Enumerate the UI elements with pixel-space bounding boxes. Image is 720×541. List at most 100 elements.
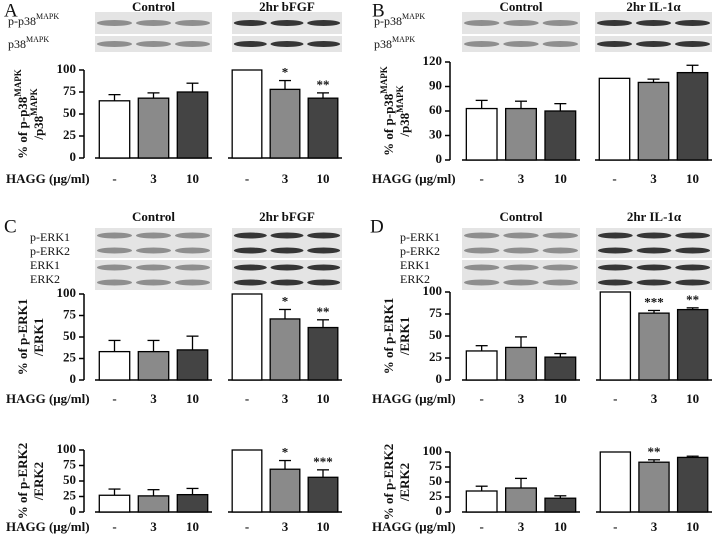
y-axis-label-sup: MAPK [29,88,39,116]
blot-band [233,264,267,271]
y-axis-label-sup: MAPK [13,69,23,97]
x-axis-label: HAGG (μg/ml) [6,391,90,406]
x-tick-label: 10 [317,171,330,186]
panel-letter: B [372,0,385,21]
y-axis-label-sup: MAPK [395,85,405,113]
blot-band [542,247,579,254]
blot-band [233,41,267,47]
blot-band [270,264,304,271]
x-tick-label: - [112,171,116,186]
blot-band [174,41,211,47]
x-tick-label: - [479,391,483,406]
significance: ** [317,77,330,92]
blot-label: p-ERK1 [30,230,70,244]
blot-band [233,232,267,239]
blot-label: p-ERK1 [400,230,440,244]
y-tick-label: 50 [63,328,76,343]
blot-band [636,247,672,254]
y-tick-label: 25 [63,127,77,142]
bar [98,350,131,381]
blot-band [463,41,500,47]
y-tick-label: 30 [429,126,442,141]
y-tick-label: 25 [63,349,77,364]
y-tick-label: 75 [429,458,443,473]
y-axis-label-base: /ERK2 [397,463,412,502]
blot-band [463,279,500,286]
group-label: 2hr IL-1α [627,209,682,224]
x-tick-label: 3 [651,391,658,406]
bar [137,495,170,513]
blot-band [270,41,304,47]
blot-band [542,264,579,271]
x-tick-label: 3 [651,519,658,534]
y-axis-label-base: /ERK1 [31,318,46,357]
blot-label: ERK2 [400,272,430,286]
group-label: 2hr bFGF [259,0,315,14]
significance: ** [686,292,699,307]
group-label: 2hr IL-1α [626,0,681,14]
y-axis-label-sup: MAPK [379,66,389,94]
blot-label: ERK2 [30,272,60,286]
y-tick-label: 60 [429,102,442,117]
bar [98,100,131,159]
blot-label: p-p38MAPK [374,12,425,27]
x-tick-label: 10 [317,391,330,406]
blot-label-base: p-ERK2 [400,244,440,258]
x-tick-label: - [612,171,616,186]
bar [231,69,263,159]
y-tick-label: 0 [70,371,77,386]
bar [269,318,301,381]
blot-band [270,247,304,254]
bar [598,77,631,161]
y-axis-label: /ERK1 [31,318,46,357]
y-axis-label: /p38MAPK [29,88,46,140]
x-tick-label: 10 [554,519,567,534]
significance: *** [313,454,333,469]
y-tick-label: 75 [429,305,443,320]
blot-band [307,232,341,239]
blot-label-base: p38 [8,37,26,51]
blot-band [542,279,579,286]
blot-label: p38MAPK [8,35,49,50]
x-tick-label: 10 [686,519,699,534]
panel-letter: D [370,216,384,237]
x-tick-label: 10 [686,171,699,186]
x-tick-label: 10 [686,391,699,406]
y-tick-label: 75 [63,306,77,321]
y-tick-label: 0 [70,503,77,518]
blot-band [597,247,633,254]
y-tick-label: 100 [57,61,77,76]
y-tick-label: 25 [63,487,77,502]
y-tick-label: 100 [57,285,77,300]
x-tick-label: - [613,519,617,534]
y-tick-label: 0 [436,503,443,518]
x-tick-label: - [479,519,483,534]
bar [676,308,709,381]
x-tick-label: 3 [518,391,525,406]
group-label: Control [132,0,175,14]
bar [269,88,301,159]
bar [98,494,131,513]
blot-band [597,264,633,271]
blot-band [96,247,133,254]
blot-band [96,264,133,271]
blot-band [307,247,341,254]
bar [676,456,709,513]
panel-letter: C [4,216,17,237]
bar [505,107,537,161]
blot-band [503,264,539,271]
bar [176,493,209,513]
y-tick-label: 0 [436,371,443,386]
blot-band [96,279,133,286]
blot-band [307,41,341,47]
x-tick-label: - [245,519,249,534]
x-tick-label: 10 [186,171,199,186]
blot-band [675,279,711,286]
blot-band [635,20,672,26]
x-tick-label: 3 [650,171,657,186]
y-axis-label: /ERK1 [397,317,412,356]
bar [505,487,537,513]
significance: ** [648,444,661,459]
x-tick-label: - [613,391,617,406]
